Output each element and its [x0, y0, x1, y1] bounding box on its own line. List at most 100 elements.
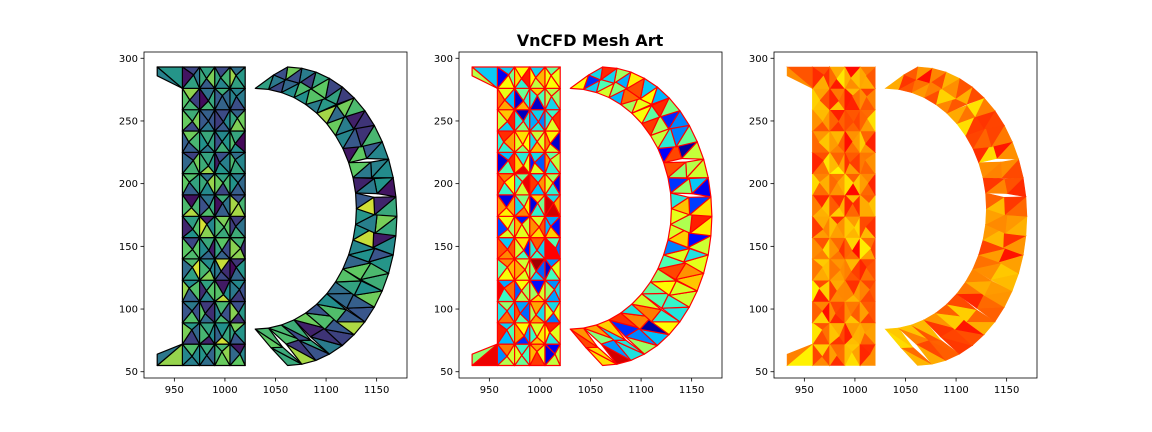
mesh-triangle — [529, 87, 538, 111]
mesh-triangle — [829, 321, 840, 345]
mesh-triangle — [496, 194, 508, 217]
x-tick-label: 1100 — [943, 385, 968, 396]
y-tick-label: 300 — [434, 54, 453, 65]
mesh-triangle — [214, 151, 221, 175]
mesh-triangle — [859, 151, 866, 174]
mesh-triangle — [513, 279, 523, 303]
y-tick-label: 250 — [749, 116, 768, 127]
mesh-triangle — [544, 87, 553, 111]
mesh-triangle — [229, 194, 240, 217]
mesh-triangle — [844, 301, 852, 324]
mesh-triangle — [496, 322, 508, 345]
mesh-triangle — [985, 192, 1005, 210]
mesh-triangle — [513, 322, 525, 345]
mesh-triangle — [529, 343, 538, 367]
mesh-triangle — [229, 109, 238, 132]
mesh-center — [471, 66, 713, 367]
mesh-triangle — [829, 343, 838, 367]
y-tick-label: 150 — [434, 242, 453, 253]
mesh-triangle — [229, 151, 236, 175]
y-tick-label: 250 — [119, 116, 138, 127]
mesh-triangle — [829, 279, 837, 303]
mesh-triangle — [812, 151, 824, 175]
mesh-triangle — [859, 130, 866, 154]
mesh-triangle — [214, 279, 224, 303]
mesh-triangle — [844, 194, 853, 218]
mesh-triangle — [513, 258, 526, 281]
mesh-triangle — [884, 74, 905, 90]
mesh-triangle — [181, 194, 193, 217]
mesh-triangle — [513, 66, 523, 90]
mesh-triangle — [181, 109, 193, 132]
mesh-triangle — [529, 300, 537, 324]
mesh-triangle — [544, 343, 556, 367]
mesh-triangle — [829, 172, 838, 196]
mesh-triangle — [471, 343, 498, 367]
mesh-triangle — [214, 109, 224, 132]
x-tick-label: 950 — [165, 385, 184, 396]
panel-center: 950 1000 1050 1100 1150 50 100 150 200 250 300 — [434, 51, 723, 396]
mesh-triangle — [199, 194, 210, 217]
mesh-triangle — [199, 279, 208, 303]
mesh-triangle — [214, 87, 223, 111]
mesh-triangle — [156, 66, 183, 90]
mesh-triangle — [844, 236, 853, 260]
mesh-triangle — [229, 343, 241, 367]
y-tick-label: 300 — [119, 54, 138, 65]
mesh-triangle — [496, 258, 508, 281]
mesh-triangle — [529, 279, 540, 303]
mesh-triangle — [181, 215, 194, 239]
x-tick-label: 950 — [795, 385, 814, 396]
mesh-triangle — [254, 327, 284, 348]
y-tick-label: 200 — [434, 179, 453, 190]
mesh-triangle — [544, 258, 552, 281]
mesh-triangle — [529, 109, 540, 132]
mesh-triangle — [529, 66, 537, 90]
x-tick-label: 1100 — [313, 385, 338, 396]
mesh-triangle — [496, 215, 509, 239]
mesh-triangle — [199, 66, 208, 90]
x-tick-label: 1050 — [263, 385, 288, 396]
mesh-triangle — [859, 236, 872, 260]
x-tick-label: 1000 — [212, 385, 237, 396]
mesh-triangle — [199, 322, 210, 345]
mesh-triangle — [513, 173, 524, 196]
x-tick-label: 1150 — [994, 385, 1019, 396]
mesh-triangle — [544, 66, 552, 90]
mesh-triangle — [946, 104, 968, 125]
mesh-triangle — [829, 236, 840, 260]
mesh-triangle — [199, 258, 211, 281]
y-tick-label: 300 — [749, 54, 768, 65]
mesh-triangle — [844, 66, 851, 89]
y-tick-label: 150 — [119, 242, 138, 253]
x-tick-label: 1000 — [527, 385, 552, 396]
mesh-triangle — [529, 173, 539, 196]
mesh-triangle — [229, 279, 240, 303]
y-tick-label: 100 — [434, 305, 453, 316]
mesh-triangle — [199, 87, 209, 111]
mesh-triangle — [181, 87, 191, 111]
x-tick-label: 1050 — [578, 385, 603, 396]
mesh-triangle — [199, 237, 210, 260]
y-tick-label: 200 — [119, 179, 138, 190]
mesh-triangle — [214, 194, 224, 217]
mesh-triangle — [859, 172, 869, 196]
mesh-triangle — [829, 108, 839, 132]
x-tick-label: 1000 — [842, 385, 867, 396]
mesh-triangle — [544, 279, 556, 303]
mesh-triangle — [663, 161, 687, 179]
mesh-triangle — [844, 258, 852, 282]
mesh-triangle — [812, 129, 820, 154]
mesh-triangle — [529, 322, 538, 345]
y-tick-label: 100 — [119, 305, 138, 316]
mesh-triangle — [214, 215, 225, 239]
mesh-triangle — [569, 327, 599, 348]
mesh-triangle — [812, 108, 823, 132]
mesh-triangle — [199, 215, 208, 239]
mesh-triangle — [214, 258, 222, 281]
mesh-triangle — [280, 319, 312, 341]
mesh-triangle — [569, 74, 590, 91]
mesh-triangle — [199, 109, 209, 132]
y-tick-label: 100 — [749, 305, 768, 316]
